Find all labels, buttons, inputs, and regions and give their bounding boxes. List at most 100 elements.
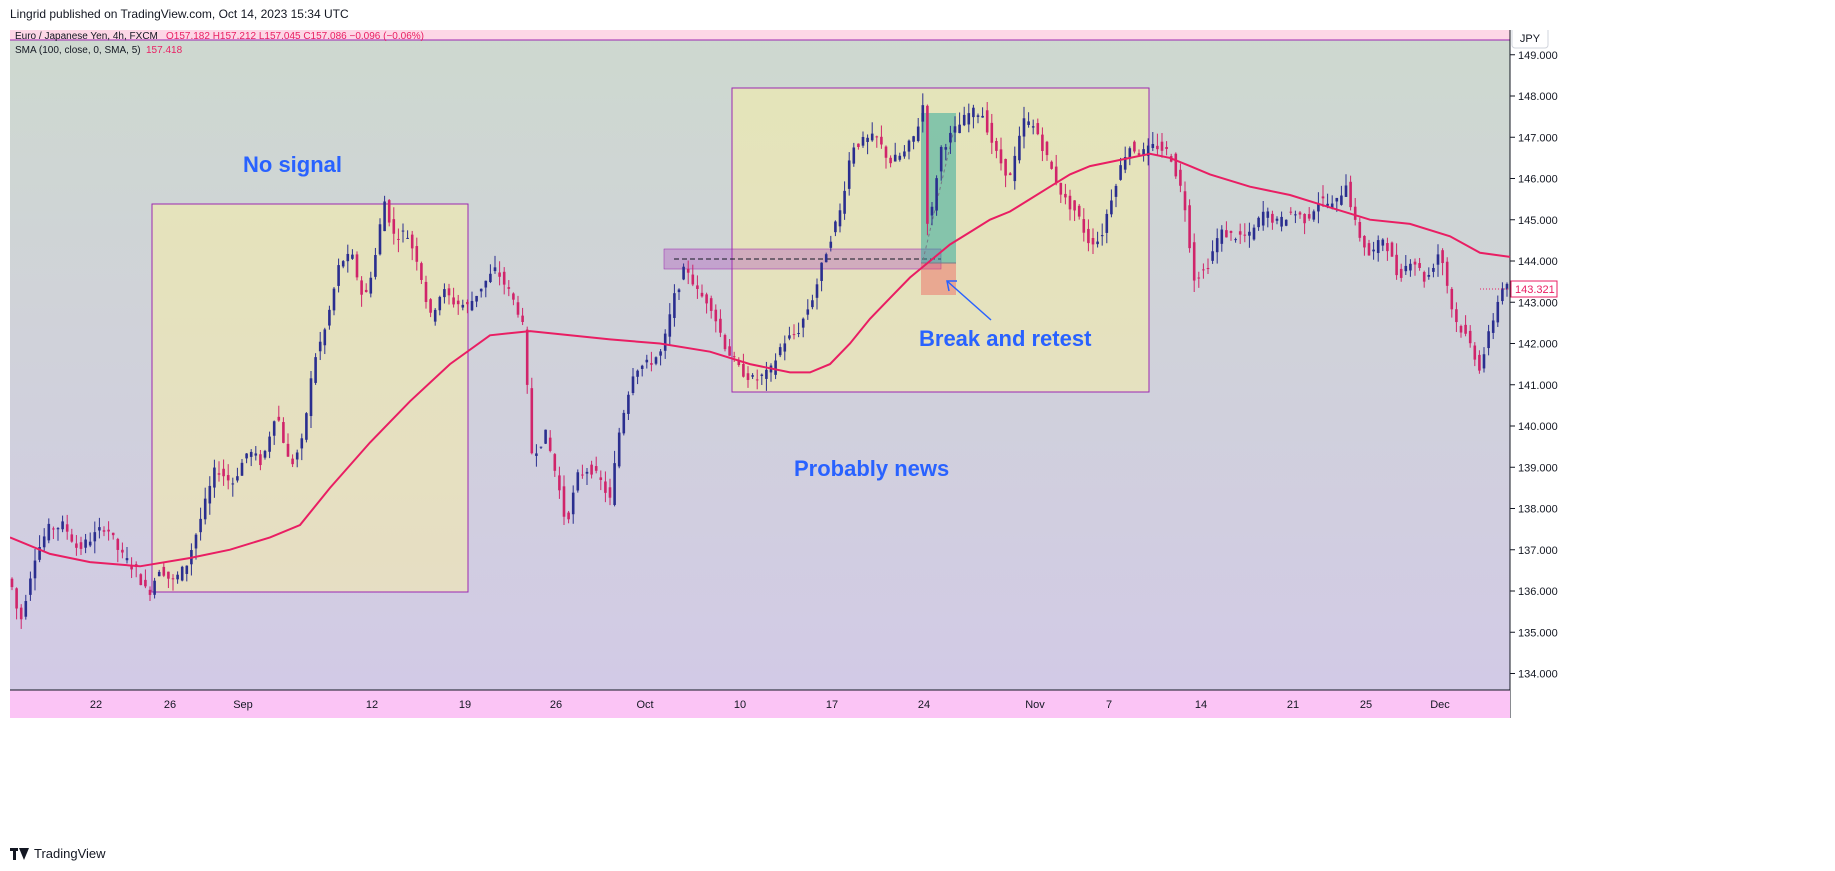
candle-body [116, 538, 120, 550]
candle-body [1257, 217, 1260, 228]
candle-body [452, 297, 455, 305]
candle-body [981, 115, 984, 118]
candle-body [111, 532, 115, 536]
candle-body [139, 574, 143, 586]
last-price-label: 143.321 [1515, 284, 1555, 296]
candle-body [949, 132, 952, 143]
candle-body [530, 388, 534, 454]
time-tick-label: 14 [1195, 699, 1207, 711]
candle-body [1280, 216, 1283, 227]
candle-body [723, 335, 727, 350]
candle-body [1312, 211, 1316, 220]
candle-body [765, 369, 768, 379]
chart-pane[interactable] [10, 30, 1510, 690]
price-chart[interactable]: No signal Break and retest Probably news… [9, 25, 1832, 836]
candle-body [1211, 251, 1214, 261]
candle-body [962, 114, 966, 126]
candle-body [364, 289, 368, 292]
candle-body [1004, 158, 1007, 176]
time-axis[interactable] [10, 690, 1510, 718]
candle-body [1133, 141, 1136, 152]
price-tick-label: 146.000 [1518, 174, 1558, 186]
time-tick-label: 26 [164, 699, 176, 711]
candle-body [783, 343, 787, 352]
candle-body [714, 309, 718, 322]
candle-body [884, 146, 888, 158]
candle-body [1266, 211, 1270, 218]
candle-body [1041, 134, 1044, 152]
candle-body [107, 529, 110, 532]
candle-body [1110, 200, 1113, 215]
candle-body [461, 304, 465, 308]
candle-body [429, 299, 432, 313]
candle-body [999, 149, 1003, 164]
candle-body [259, 454, 262, 466]
candle-body [1082, 219, 1086, 233]
candle-body [1358, 222, 1362, 238]
candle-body [447, 288, 451, 296]
candle-body [907, 140, 911, 152]
candle-body [562, 486, 566, 517]
time-tick-label: Dec [1430, 699, 1450, 711]
candle-body [700, 292, 704, 297]
price-axis[interactable] [1510, 30, 1832, 690]
tradingview-logo-icon [10, 847, 30, 860]
candle-body [797, 333, 800, 335]
candle-body [1119, 165, 1122, 180]
chart-frame[interactable]: No signal Break and retest Probably news… [9, 25, 1832, 836]
candle-body [65, 524, 69, 532]
candle-body [1399, 268, 1403, 278]
legend-sma-value: 157.418 [146, 45, 183, 56]
annotation-probably-news: Probably news [794, 456, 949, 481]
candle-body [199, 518, 202, 533]
candle-body [397, 238, 400, 240]
candle-body [599, 477, 603, 480]
candle-body [1381, 239, 1385, 246]
candle-body [507, 287, 511, 289]
time-ticks: 22 26 Sep 12 19 26 Oct 10 17 24 Nov 7 14 21 25 Dec [90, 699, 1450, 711]
legend-ohlc: O157.182 H157.212 L157.045 C157.086 −0.0… [166, 31, 424, 42]
candle-body [935, 178, 938, 211]
candle-body [84, 539, 87, 548]
time-tick-label: 10 [734, 699, 746, 711]
candle-body [930, 206, 934, 216]
candle-body [544, 429, 547, 444]
candle-body [1188, 205, 1191, 249]
candle-body [870, 133, 874, 141]
candle-body [217, 473, 221, 475]
candle-body [1353, 206, 1357, 220]
candle-body [475, 295, 478, 302]
candle-body [1418, 263, 1421, 268]
price-tick-label: 137.000 [1518, 545, 1558, 557]
candle-body [1202, 269, 1205, 271]
candle-body [709, 298, 713, 311]
candle-body [1146, 145, 1150, 156]
candle-body [654, 357, 658, 364]
legend-strip [10, 30, 1510, 40]
candle-body [1018, 135, 1021, 161]
candle-body [1478, 354, 1481, 371]
candle-body [847, 160, 851, 189]
candle-body [1432, 267, 1435, 272]
candle-body [539, 446, 543, 448]
long-position-stop[interactable] [921, 263, 956, 295]
candle-body [852, 147, 856, 164]
annotation-break-retest: Break and retest [919, 326, 1092, 351]
candle-body [52, 528, 55, 530]
candle-body [171, 578, 175, 580]
candle-body [1330, 203, 1334, 208]
candle-body [470, 300, 474, 311]
candle-body [1404, 265, 1408, 272]
candle-body [571, 492, 575, 515]
candle-body [1340, 195, 1343, 205]
candle-body [93, 532, 97, 542]
candle-body [801, 318, 805, 328]
candle-body [1100, 235, 1104, 237]
time-tick-label: 7 [1106, 699, 1112, 711]
candle-body [746, 373, 750, 380]
candle-body [203, 498, 207, 520]
candle-body [1151, 143, 1155, 148]
candle-body [516, 302, 520, 315]
candle-body [438, 296, 442, 311]
candle-body [1409, 263, 1412, 271]
